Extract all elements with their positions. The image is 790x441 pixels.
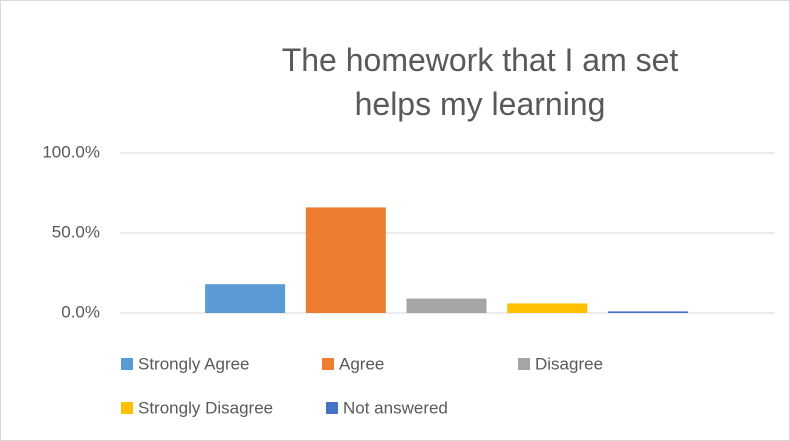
bar xyxy=(607,311,688,313)
y-tick-label: 50.0% xyxy=(52,222,100,241)
legend-label: Strongly Agree xyxy=(138,354,250,373)
legend-label: Agree xyxy=(339,354,384,373)
legend-label: Disagree xyxy=(535,354,603,373)
bar xyxy=(507,303,588,313)
legend-swatch xyxy=(326,402,338,414)
bar xyxy=(406,298,487,313)
legend-swatch xyxy=(121,402,133,414)
legend-label: Not answered xyxy=(343,398,448,417)
y-tick-label: 0.0% xyxy=(61,302,100,321)
legend-swatch xyxy=(322,358,334,370)
y-tick-label: 100.0% xyxy=(42,142,100,161)
chart-title: The homework that I am set helps my lear… xyxy=(281,42,679,122)
bar xyxy=(305,207,386,313)
bar xyxy=(205,284,286,313)
legend-swatch xyxy=(121,358,133,370)
legend-label: Strongly Disagree xyxy=(138,398,273,417)
legend-swatch xyxy=(518,358,530,370)
